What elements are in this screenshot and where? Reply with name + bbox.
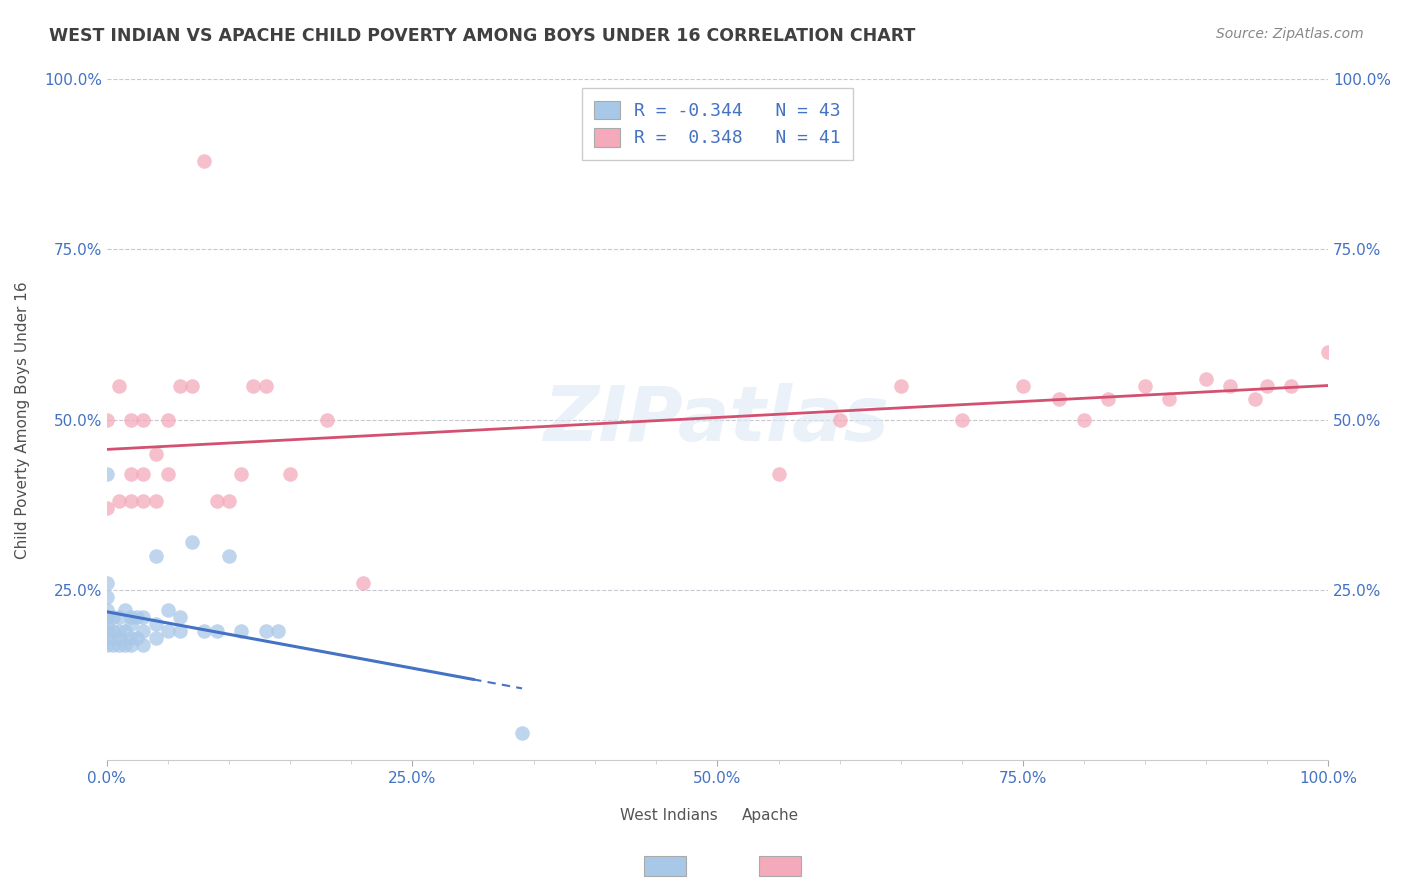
Point <box>218 549 240 563</box>
Point <box>96 624 118 638</box>
Point <box>114 603 136 617</box>
Point <box>1011 378 1033 392</box>
Point <box>96 590 118 604</box>
Point <box>108 610 131 624</box>
Point <box>768 467 790 482</box>
Point <box>156 467 179 482</box>
Point <box>120 631 142 645</box>
Point <box>145 494 167 508</box>
Point <box>156 413 179 427</box>
Point <box>181 378 204 392</box>
Point <box>145 617 167 632</box>
Point <box>193 153 215 168</box>
Point <box>132 624 155 638</box>
Point <box>145 447 167 461</box>
Point <box>254 378 277 392</box>
Point <box>352 576 374 591</box>
Point <box>1133 378 1156 392</box>
Point <box>120 494 142 508</box>
Point <box>1195 372 1218 386</box>
Text: WEST INDIAN VS APACHE CHILD POVERTY AMONG BOYS UNDER 16 CORRELATION CHART: WEST INDIAN VS APACHE CHILD POVERTY AMON… <box>49 27 915 45</box>
Point <box>96 610 118 624</box>
Point <box>218 494 240 508</box>
Point <box>828 413 851 427</box>
Point <box>96 631 118 645</box>
Point <box>96 413 118 427</box>
Point <box>229 624 252 638</box>
Point <box>96 501 118 516</box>
Text: Apache: Apache <box>742 808 799 823</box>
Point <box>145 549 167 563</box>
Point <box>315 413 337 427</box>
Point <box>267 624 290 638</box>
Point <box>96 638 118 652</box>
Point <box>205 494 228 508</box>
Point <box>1256 378 1278 392</box>
Legend: R = -0.344   N = 43, R =  0.348   N = 41: R = -0.344 N = 43, R = 0.348 N = 41 <box>582 88 853 160</box>
Point <box>108 624 131 638</box>
Point <box>108 631 131 645</box>
Point <box>127 631 149 645</box>
Point <box>1317 344 1340 359</box>
Point <box>120 467 142 482</box>
Point <box>156 624 179 638</box>
Point <box>120 638 142 652</box>
Point <box>120 413 142 427</box>
Point <box>181 535 204 549</box>
Point <box>254 624 277 638</box>
Point <box>101 610 124 624</box>
Point <box>169 610 191 624</box>
Text: ZIPatlas: ZIPatlas <box>544 383 890 457</box>
Point <box>114 638 136 652</box>
Point <box>510 726 533 740</box>
Point <box>890 378 912 392</box>
Point <box>1073 413 1095 427</box>
Point <box>1049 392 1071 407</box>
Point <box>132 494 155 508</box>
Point <box>108 494 131 508</box>
Point <box>145 631 167 645</box>
Point <box>120 610 142 624</box>
Point <box>114 624 136 638</box>
Point <box>108 638 131 652</box>
Point <box>193 624 215 638</box>
Point <box>1097 392 1119 407</box>
Point <box>96 603 118 617</box>
Point <box>132 413 155 427</box>
Text: West Indians: West Indians <box>620 808 717 823</box>
Point <box>278 467 301 482</box>
Text: Source: ZipAtlas.com: Source: ZipAtlas.com <box>1216 27 1364 41</box>
Point <box>1219 378 1241 392</box>
Point <box>242 378 264 392</box>
Point <box>229 467 252 482</box>
Point <box>205 624 228 638</box>
Point <box>96 576 118 591</box>
Point <box>96 617 118 632</box>
Point <box>1244 392 1267 407</box>
Point <box>132 638 155 652</box>
Point <box>96 467 118 482</box>
Point <box>1281 378 1303 392</box>
Point <box>950 413 973 427</box>
Point <box>132 610 155 624</box>
Point <box>108 378 131 392</box>
Point <box>169 624 191 638</box>
Point <box>101 638 124 652</box>
Point <box>127 610 149 624</box>
Point <box>120 617 142 632</box>
Point <box>156 603 179 617</box>
Point <box>132 467 155 482</box>
Y-axis label: Child Poverty Among Boys Under 16: Child Poverty Among Boys Under 16 <box>15 281 30 558</box>
Point <box>101 624 124 638</box>
Point <box>1159 392 1181 407</box>
Point <box>169 378 191 392</box>
